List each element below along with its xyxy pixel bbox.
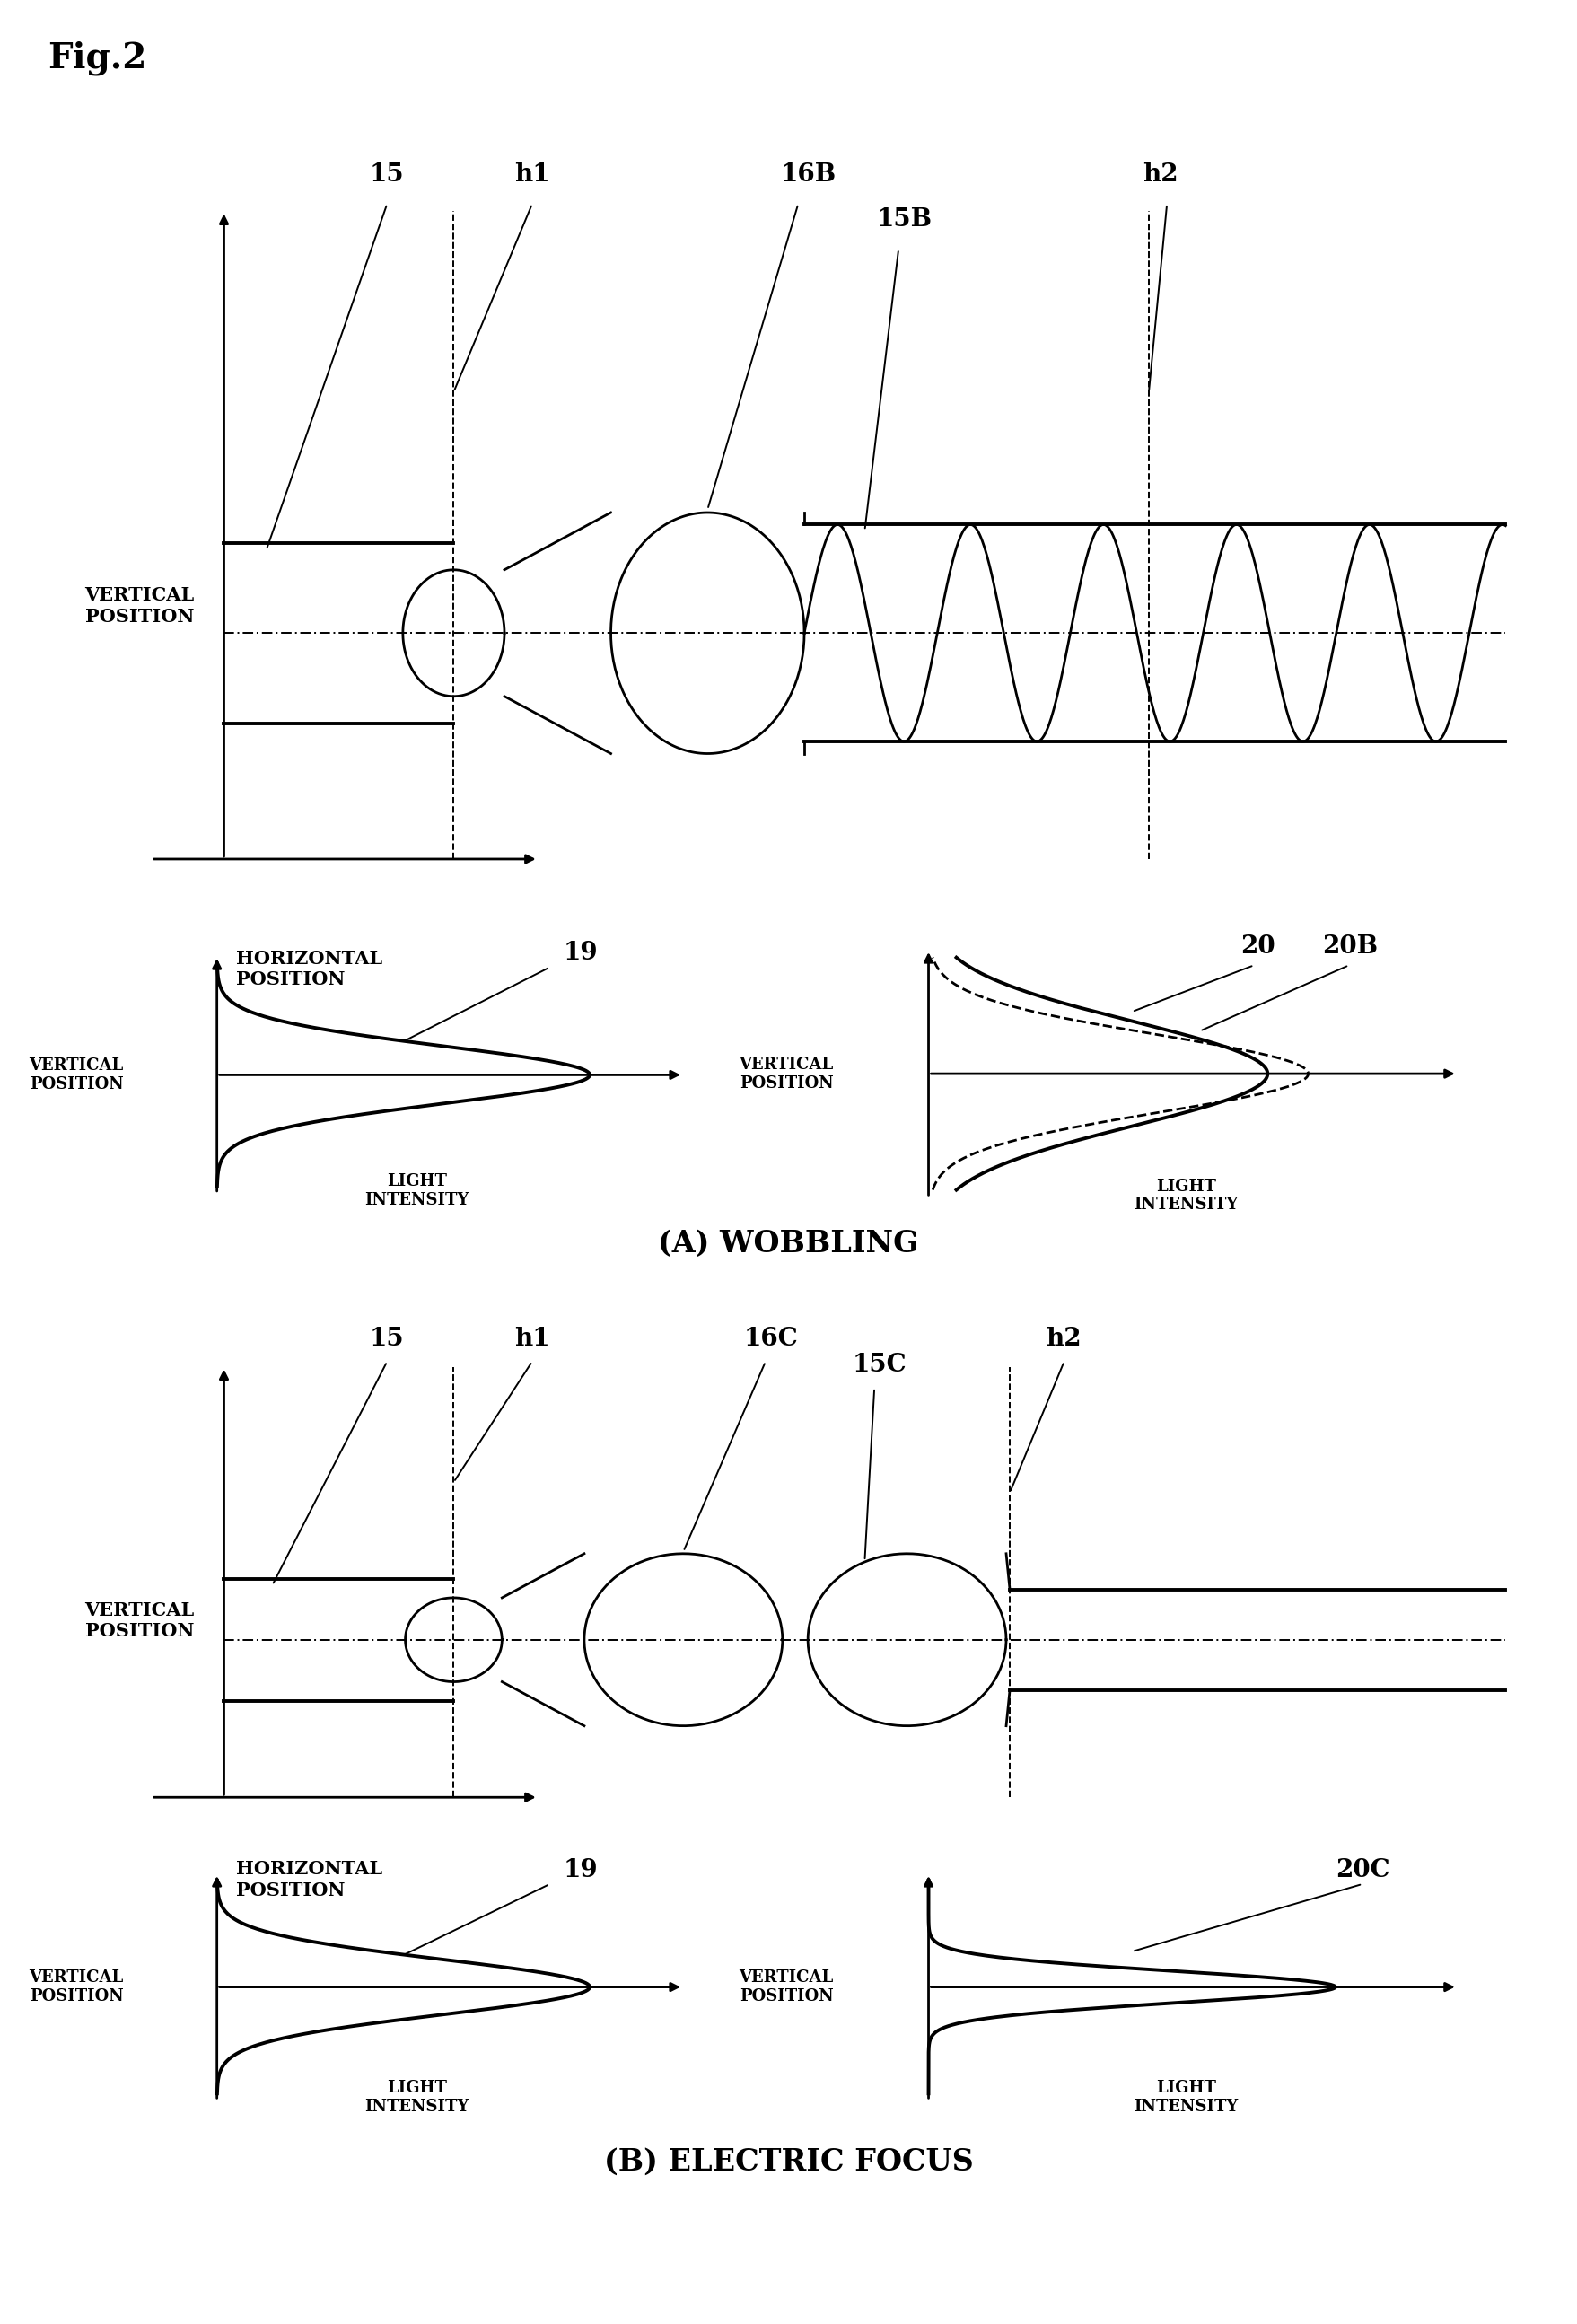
Text: Fig.2: Fig.2 <box>47 42 147 74</box>
Text: VERTICAL
POSITION: VERTICAL POSITION <box>740 1057 834 1090</box>
Text: LIGHT
INTENSITY: LIGHT INTENSITY <box>1134 2080 1238 2115</box>
Text: 20: 20 <box>1241 934 1276 960</box>
Text: 20B: 20B <box>1322 934 1377 960</box>
Text: (A) WOBBLING: (A) WOBBLING <box>658 1229 919 1257</box>
Text: LIGHT
INTENSITY: LIGHT INTENSITY <box>364 2080 468 2115</box>
Text: 15C: 15C <box>853 1353 907 1378</box>
Text: 19: 19 <box>563 1859 598 1882</box>
Text: HORIZONTAL
POSITION: HORIZONTAL POSITION <box>237 951 383 988</box>
Text: VERTICAL
POSITION: VERTICAL POSITION <box>85 1601 194 1641</box>
Text: HORIZONTAL
POSITION: HORIZONTAL POSITION <box>237 1859 383 1899</box>
Text: LIGHT
INTENSITY: LIGHT INTENSITY <box>1134 1178 1238 1213</box>
Text: 15B: 15B <box>877 207 932 232</box>
Text: LIGHT
INTENSITY: LIGHT INTENSITY <box>364 1174 468 1208</box>
Text: 16B: 16B <box>781 163 836 186</box>
Text: VERTICAL
POSITION: VERTICAL POSITION <box>740 1971 834 2003</box>
Text: (B) ELECTRIC FOCUS: (B) ELECTRIC FOCUS <box>604 2147 973 2175</box>
Text: VERTICAL
POSITION: VERTICAL POSITION <box>30 1057 123 1092</box>
Text: VERTICAL
POSITION: VERTICAL POSITION <box>85 586 194 625</box>
Text: 15: 15 <box>369 163 404 186</box>
Text: 20C: 20C <box>1336 1859 1389 1882</box>
Text: h1: h1 <box>514 163 550 186</box>
Text: VERTICAL
POSITION: VERTICAL POSITION <box>30 1971 123 2003</box>
Text: h1: h1 <box>514 1327 550 1350</box>
Text: 15: 15 <box>369 1327 404 1350</box>
Text: 19: 19 <box>563 941 598 964</box>
Text: h2: h2 <box>1143 163 1178 186</box>
Text: h2: h2 <box>1046 1327 1082 1350</box>
Text: 16C: 16C <box>744 1327 798 1350</box>
